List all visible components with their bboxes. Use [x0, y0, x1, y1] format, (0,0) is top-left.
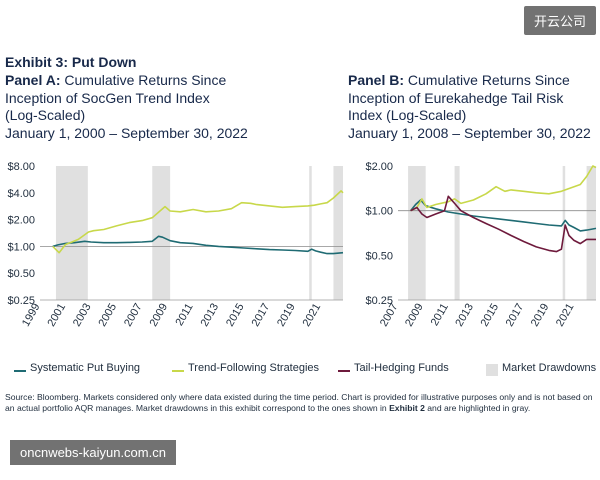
panel-b-y-tick-label-2: $0.50	[365, 250, 393, 262]
panel-b-series-tail	[410, 195, 596, 253]
panel-a-title-line-1: Cumulative Returns Since	[64, 72, 227, 88]
panel-a-y-tick-label-0: $8.00	[7, 161, 35, 173]
panel-a-drawdown-band-3	[333, 166, 343, 300]
panel-a-x-tick-label-10: 2019	[275, 302, 298, 329]
panel-b-x-tick-label-1: 2009	[403, 302, 426, 329]
panel-a-x-tick-label-1: 2001	[45, 302, 68, 329]
panel-b-title-line-3: Index (Log-Scaled)	[348, 107, 467, 123]
panel-b-x-tick-label-2: 2011	[429, 302, 451, 328]
legend: Systematic Put Buying Trend-Following Str…	[0, 360, 600, 382]
panel-b-label: Panel B:	[348, 72, 405, 88]
legend-label-3: Market Drawdowns	[502, 362, 597, 374]
source-note: Source: Bloomberg. Markets considered on…	[5, 392, 595, 414]
panel-b-subtitle: January 1, 2008 – September 30, 2022	[348, 124, 591, 141]
panel-b-x-tick-label-4: 2015	[479, 301, 502, 328]
legend-label-1: Trend-Following Strategies	[188, 362, 320, 374]
legend-swatch-1	[172, 370, 184, 372]
legend-swatch-0	[14, 370, 26, 372]
panel-a-subtitle: January 1, 2000 – September 30, 2022	[5, 124, 248, 141]
source-exhibit-ref: Exhibit 2	[389, 403, 425, 413]
panel-a-drawdown-band-1	[152, 166, 171, 300]
panel-a-title-line-2: Inception of SocGen Trend Index	[5, 89, 210, 106]
panel-a-x-tick-label-7: 2013	[199, 302, 222, 329]
panel-a-heading: Panel A: Cumulative Returns Since Incept…	[5, 72, 340, 142]
panel-a-y-tick-label-3: $1.00	[7, 241, 35, 253]
panel-a-x-tick-label-3: 2005	[97, 302, 120, 329]
watermark-bottom: oncnwebs-kaiyun.com.cn	[10, 440, 176, 465]
panel-b-y-tick-label-3: $0.25	[365, 295, 393, 307]
panel-b-x-tick-label-6: 2019	[529, 302, 552, 329]
legend-label-2: Tail-Hedging Funds	[354, 362, 449, 374]
panel-a-drawdown-band-2	[309, 166, 312, 300]
panel-a-label: Panel A:	[5, 72, 61, 88]
panel-a-x-tick-label-6: 2011	[173, 302, 195, 328]
panel-a-x-tick-label-2: 2003	[71, 302, 94, 329]
panel-b-title-line-2: Inception of Eurekahedge Tail Risk	[348, 89, 564, 106]
source-tail: and are highlighted in gray.	[424, 403, 531, 413]
panel-b-x-tick-label-3: 2013	[453, 302, 476, 329]
panel-b-y-tick-label-0: $2.00	[365, 161, 393, 173]
legend-swatch-3	[486, 364, 498, 376]
panel-b-title-line-1: Cumulative Returns Since	[407, 72, 570, 88]
legend-swatch-2	[338, 370, 350, 372]
panel-b-y-tick-label-1: $1.00	[365, 206, 393, 218]
panel-b-drawdown-band-3	[586, 166, 596, 300]
panel-a-y-tick-label-1: $4.00	[7, 188, 35, 200]
panel-a-x-tick-label-11: 2021	[301, 302, 324, 329]
panel-b-x-tick-label-7: 2021	[554, 302, 577, 329]
watermark-top: 开云公司	[523, 6, 596, 35]
panel-a-y-tick-label-5: $0.25	[7, 295, 35, 307]
panel-a-x-tick-label-9: 2017	[250, 302, 273, 329]
panel-a-x-tick-label-4: 2007	[122, 302, 145, 329]
panel-a-y-tick-label-4: $0.50	[7, 268, 35, 280]
panel-a-y-tick-label-2: $2.00	[7, 215, 35, 227]
panel-a-title-line-3: (Log-Scaled)	[5, 107, 86, 123]
panel-b-x-tick-label-5: 2017	[504, 302, 527, 329]
panel-b-series-trend	[410, 165, 597, 212]
panel-a-x-tick-label-5: 2009	[148, 302, 171, 329]
legend-label-0: Systematic Put Buying	[30, 362, 141, 374]
panel-b-drawdown-band-1	[454, 166, 460, 300]
panel-b-drawdown-band-0	[408, 166, 426, 300]
panel-a-series-put	[52, 235, 344, 255]
source-text: Source: Bloomberg. Markets considered on…	[5, 392, 593, 413]
exhibit-title: Exhibit 3: Put Down	[5, 54, 137, 70]
panel-b-heading: Panel B: Cumulative Returns Since Incept…	[348, 72, 598, 142]
panel-a-x-tick-label-8: 2015	[224, 302, 247, 329]
panel-a-series-trend	[52, 190, 344, 254]
panel-a-drawdown-band-0	[55, 166, 88, 300]
